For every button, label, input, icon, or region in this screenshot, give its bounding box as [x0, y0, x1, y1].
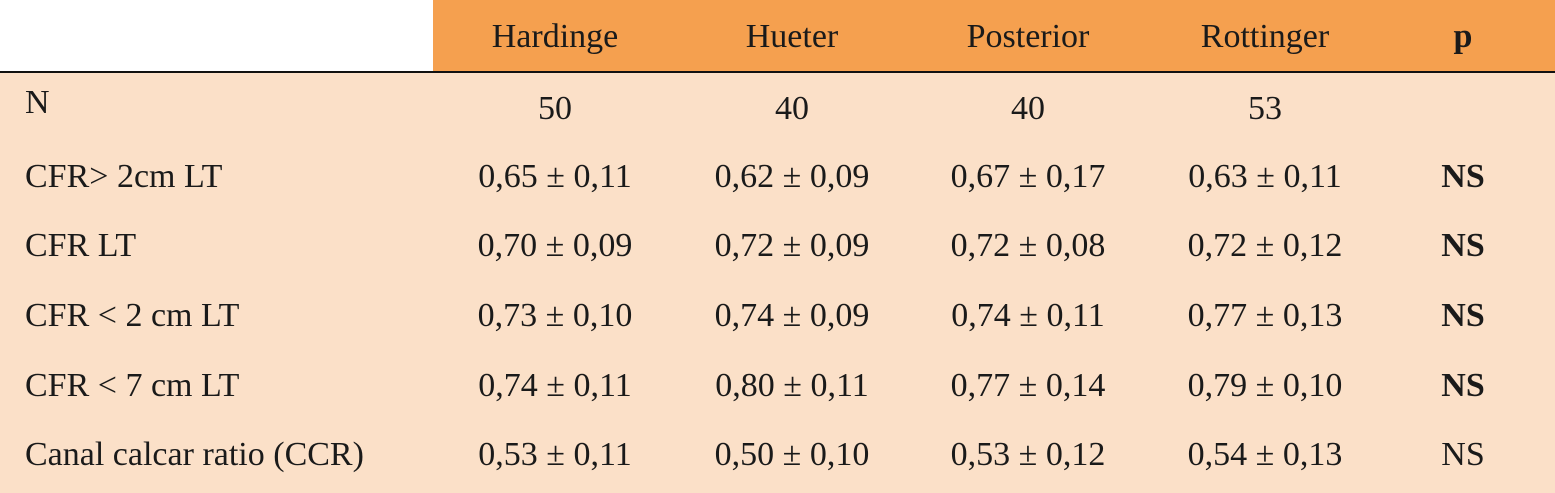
row-label: CFR LT — [25, 227, 137, 264]
row-label: CFR> 2cm LT — [25, 158, 223, 195]
cell-value: 53 — [1248, 90, 1282, 127]
cell-value: 40 — [1011, 90, 1045, 127]
cell-value: 0,72 ± 0,09 — [714, 227, 870, 264]
column-header: Hueter — [745, 18, 839, 55]
p-value: NS — [1441, 367, 1485, 404]
cell-value: 0,62 ± 0,09 — [714, 158, 870, 195]
cell-value: 0,79 ± 0,10 — [1187, 367, 1343, 404]
row-label: CFR < 2 cm LT — [25, 297, 240, 334]
row-label: N — [25, 84, 50, 121]
p-value: NS — [1441, 227, 1485, 264]
cell-value: 0,74 ± 0,11 — [951, 297, 1105, 334]
cell-value: 0,53 ± 0,12 — [950, 436, 1106, 473]
cell-value: 0,67 ± 0,17 — [950, 158, 1106, 195]
cell-value: 0,54 ± 0,13 — [1187, 436, 1343, 473]
row-label: CFR < 7 cm LT — [25, 367, 240, 404]
cell-value: 0,77 ± 0,14 — [950, 367, 1106, 404]
cell-value: 0,65 ± 0,11 — [478, 158, 632, 195]
header-blank — [0, 0, 433, 72]
cell-value: 40 — [775, 90, 809, 127]
cell-value: 0,74 ± 0,11 — [478, 367, 632, 404]
header-rule — [0, 71, 1555, 73]
column-header: Rottinger — [1200, 18, 1330, 55]
p-value: NS — [1441, 297, 1485, 334]
column-header: Hardinge — [491, 18, 619, 55]
cell-value: 0,74 ± 0,09 — [714, 297, 870, 334]
column-header: Posterior — [966, 18, 1090, 55]
cell-value: 0,70 ± 0,09 — [477, 227, 633, 264]
cell-value: 50 — [538, 90, 572, 127]
column-header: p — [1453, 18, 1473, 55]
cell-value: 0,80 ± 0,11 — [715, 367, 869, 404]
cell-value: 0,77 ± 0,13 — [1187, 297, 1343, 334]
cell-value: 0,63 ± 0,11 — [1188, 158, 1342, 195]
cell-value: 0,53 ± 0,11 — [478, 436, 632, 473]
cell-value: 0,50 ± 0,10 — [714, 436, 870, 473]
p-value: NS — [1441, 436, 1485, 473]
cell-value: 0,73 ± 0,10 — [477, 297, 633, 334]
cell-value: 0,72 ± 0,12 — [1187, 227, 1343, 264]
header-band — [433, 0, 1555, 72]
cell-value: 0,72 ± 0,08 — [950, 227, 1106, 264]
p-value: NS — [1441, 158, 1485, 195]
row-label: Canal calcar ratio (CCR) — [25, 436, 364, 473]
